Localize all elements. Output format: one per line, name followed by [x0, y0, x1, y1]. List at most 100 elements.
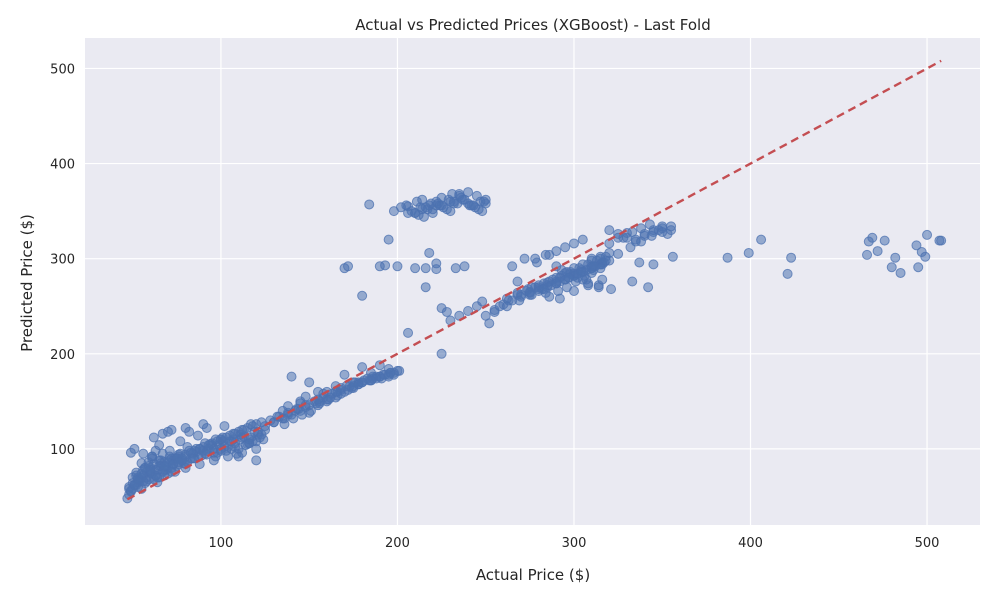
- data-point: [392, 261, 403, 272]
- data-point: [477, 296, 488, 307]
- data-point: [514, 295, 525, 306]
- data-point: [459, 261, 470, 272]
- data-point: [551, 278, 562, 289]
- data-point: [431, 264, 442, 275]
- data-point: [237, 424, 248, 435]
- data-point: [477, 206, 488, 217]
- data-point: [180, 422, 191, 433]
- data-point: [420, 263, 431, 274]
- data-point: [192, 430, 203, 441]
- y-tick-label: 400: [50, 158, 75, 173]
- data-point: [154, 440, 165, 451]
- data-point: [625, 242, 636, 253]
- data-point: [403, 208, 414, 219]
- data-point: [879, 235, 890, 246]
- x-tick-label: 500: [915, 536, 940, 551]
- data-point: [364, 199, 375, 210]
- data-point: [667, 251, 678, 262]
- data-point: [657, 227, 668, 238]
- data-point: [911, 240, 922, 251]
- data-point: [305, 405, 316, 416]
- y-tick-label: 300: [50, 253, 75, 268]
- data-point: [286, 371, 297, 382]
- data-point: [634, 257, 645, 268]
- data-point: [646, 230, 657, 241]
- y-axis-label: Predicted Price ($): [18, 214, 36, 352]
- data-point: [277, 405, 288, 416]
- data-point: [666, 225, 677, 236]
- data-point: [586, 267, 597, 278]
- data-point: [471, 190, 482, 201]
- data-point: [448, 198, 459, 209]
- data-point: [595, 253, 606, 264]
- data-point: [613, 248, 624, 259]
- data-point: [244, 438, 255, 449]
- data-point: [627, 276, 638, 287]
- data-point: [507, 261, 518, 272]
- tick-layer: 100 200 300 400 500 100 200 300 400 500: [50, 62, 939, 551]
- data-point: [867, 232, 878, 243]
- data-point: [489, 306, 500, 317]
- data-point: [148, 432, 159, 443]
- data-point: [468, 200, 479, 211]
- data-point: [604, 225, 615, 236]
- data-point: [568, 286, 579, 297]
- data-point: [920, 251, 931, 262]
- data-point: [187, 453, 198, 464]
- data-point: [478, 196, 489, 207]
- data-point: [922, 229, 933, 240]
- data-point: [872, 246, 883, 257]
- data-point: [648, 259, 659, 270]
- data-point: [380, 260, 391, 271]
- data-point: [568, 238, 579, 249]
- data-point: [198, 419, 209, 430]
- data-point: [457, 194, 468, 205]
- data-point: [159, 461, 170, 472]
- data-point: [862, 249, 873, 260]
- data-point: [138, 448, 149, 459]
- y-tick-label: 100: [50, 443, 75, 458]
- data-point: [279, 419, 290, 430]
- data-point: [162, 426, 173, 437]
- data-point: [343, 261, 354, 272]
- data-point: [782, 268, 793, 279]
- y-tick-label: 200: [50, 348, 75, 363]
- data-point: [210, 434, 221, 445]
- data-point: [886, 262, 897, 273]
- data-point: [304, 377, 315, 388]
- data-point: [383, 234, 394, 245]
- data-point: [219, 421, 230, 432]
- data-point: [890, 252, 901, 263]
- data-point: [357, 290, 368, 301]
- data-point: [560, 242, 571, 253]
- data-point: [251, 443, 262, 454]
- data-point: [194, 443, 205, 454]
- data-point: [530, 253, 541, 264]
- data-point: [152, 472, 163, 483]
- chart-title: Actual vs Predicted Prices (XGBoost) - L…: [355, 16, 710, 34]
- data-point: [300, 391, 311, 402]
- data-point: [597, 274, 608, 285]
- x-tick-label: 300: [562, 536, 587, 551]
- x-tick-label: 200: [385, 536, 410, 551]
- data-point: [297, 409, 308, 420]
- data-point: [540, 249, 551, 260]
- data-point: [643, 282, 654, 293]
- data-point: [606, 284, 617, 295]
- data-point: [417, 194, 428, 205]
- data-point: [420, 282, 431, 293]
- data-point: [936, 235, 947, 246]
- data-point: [431, 200, 442, 211]
- data-point: [424, 247, 435, 258]
- x-tick-label: 400: [738, 536, 763, 551]
- data-point: [228, 428, 239, 439]
- data-point: [519, 253, 530, 264]
- data-point: [526, 289, 537, 300]
- data-point: [125, 447, 136, 458]
- data-point: [722, 252, 733, 263]
- data-point: [410, 263, 421, 274]
- data-point: [551, 246, 562, 257]
- data-point: [913, 262, 924, 273]
